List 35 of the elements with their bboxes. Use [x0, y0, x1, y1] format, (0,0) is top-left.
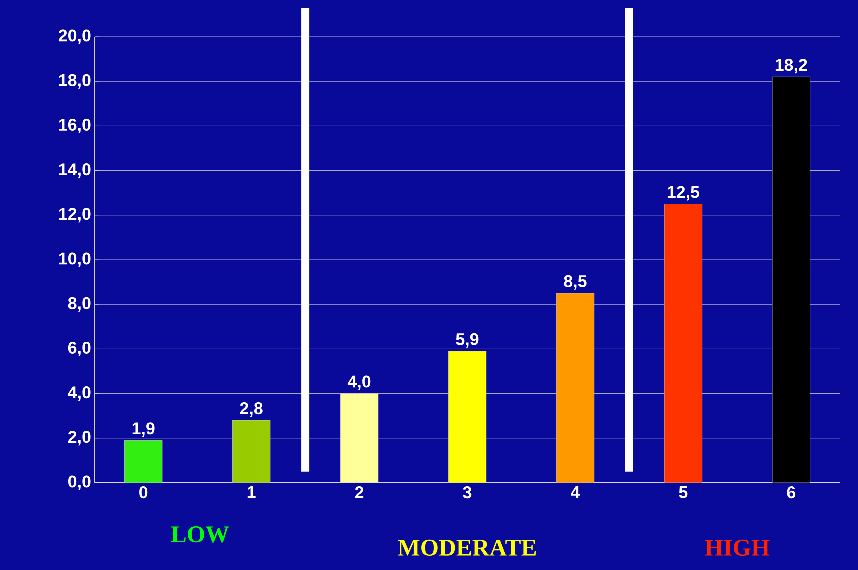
data-label: 4,0: [348, 376, 371, 390]
y-tick-label: 12,0: [59, 208, 91, 223]
y-tick-label: 0,0: [68, 476, 91, 490]
bar: [124, 440, 163, 484]
data-label: 5,9: [456, 333, 479, 348]
x-tick-label: 4: [571, 486, 580, 498]
text: LOW: [171, 526, 230, 543]
x-tick-label: 5: [679, 486, 688, 498]
data-label: 12,5: [668, 186, 700, 201]
x-tick-label: 3: [463, 486, 472, 499]
y-tick-label: 2,0: [68, 431, 91, 446]
x-tick-label: 1: [248, 486, 256, 498]
y-tick-label: 4,0: [68, 386, 91, 402]
text: MODERATE: [398, 540, 536, 556]
bar: [448, 351, 487, 484]
bar: [556, 293, 595, 484]
x-tick-label: 2: [355, 486, 364, 498]
x-tick-label: 0: [140, 486, 148, 499]
bar: [232, 420, 271, 484]
data-label: 2,8: [240, 402, 263, 418]
bar: [772, 76, 811, 484]
y-tick-label: 18,0: [59, 74, 91, 89]
bar: [664, 204, 703, 484]
text: HIGH: [705, 540, 770, 556]
y-tick-label: 20,0: [58, 30, 91, 44]
data-label: 18,2: [776, 59, 808, 74]
x-tick-label: 6: [787, 486, 796, 499]
data-label: 1,9: [132, 422, 155, 438]
y-tick-label: 6,0: [68, 342, 91, 356]
y-tick-label: 14,0: [59, 164, 91, 178]
y-tick-label: 10,0: [59, 252, 91, 268]
bar: [340, 394, 379, 484]
data-label: 8,5: [564, 275, 587, 290]
y-tick-label: 16,0: [59, 118, 91, 134]
y-tick-label: 8,0: [68, 297, 91, 312]
